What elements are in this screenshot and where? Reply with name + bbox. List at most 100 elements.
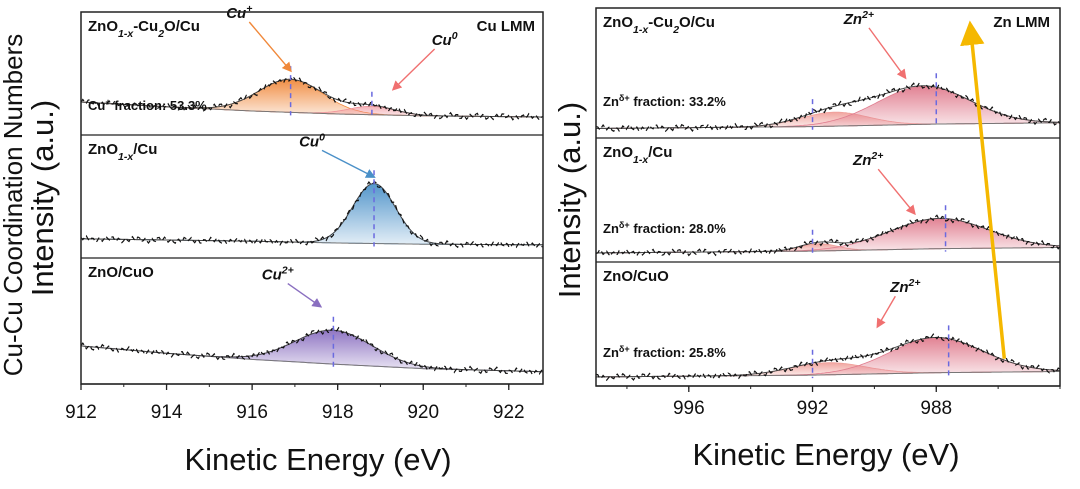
fit-envelope-line: [81, 182, 543, 246]
x-tick-label: 916: [236, 402, 268, 423]
trend-arrow: [960, 20, 1007, 359]
plot-frame: [595, 7, 1061, 387]
peak-label-arrow: [876, 295, 896, 329]
left-secondary-ylabel: Cu-Cu Coordination Numbers: [0, 34, 28, 376]
text-part: Zn: [889, 279, 908, 296]
panel-zno1-x-cu: Cu0 ZnO1-x/Cu: [80, 131, 544, 259]
text-part: Zn: [603, 345, 619, 360]
x-tick-label: 992: [797, 398, 829, 419]
fraction-label: Cu+ fraction: 53.3%: [88, 97, 207, 113]
right-xlabel: Kinetic Energy (eV): [692, 437, 959, 472]
measured-data-line: [595, 82, 1061, 133]
x-tick-label: 922: [493, 402, 525, 423]
text-part: fraction: 28.0%: [630, 221, 727, 236]
text-part: 0: [319, 131, 325, 143]
left-xlabel: Kinetic Energy (eV): [184, 442, 451, 477]
text-part: ZnO/CuO: [88, 264, 154, 281]
text-part: 2+: [908, 277, 921, 289]
text-part: ZnO: [88, 141, 118, 158]
text-part: /Cu: [648, 144, 672, 161]
peak-label-arrow: [287, 282, 323, 308]
text-part: 2+: [870, 150, 883, 162]
panel-title: ZnO1-x-Cu2O/Cu: [88, 18, 200, 40]
peak-label-arrow: [391, 48, 436, 91]
text-part: 2: [672, 24, 679, 36]
peak-label-zn2: Zn2+: [843, 9, 874, 28]
measured-data-line: [595, 214, 1061, 257]
region-label: Zn LMM: [993, 14, 1050, 31]
peak-label-cu2: Cu2+: [262, 265, 294, 284]
peak-fill-cu2: [80, 329, 543, 373]
text-part: 0: [452, 30, 458, 42]
text-part: O/Cu: [164, 18, 200, 35]
fraction-label: Znδ+ fraction: 33.2%: [603, 93, 726, 109]
text-part: +: [105, 97, 110, 107]
text-part: Zn: [603, 94, 619, 109]
text-part: δ+: [619, 344, 630, 354]
panel-title: ZnO1-x/Cu: [603, 144, 672, 166]
measured-data-line: [80, 180, 544, 249]
panel-title: ZnO/CuO: [603, 268, 669, 285]
measured-data-line: [80, 326, 544, 376]
peak-label-arrow: [868, 27, 907, 80]
left-ylabel: Intensity (a.u.): [25, 100, 60, 296]
text-part: 2+: [861, 9, 874, 21]
peak-label-arrow: [248, 21, 292, 73]
text-part: 1-x: [118, 151, 134, 163]
fraction-label: Znδ+ fraction: 25.8%: [603, 344, 726, 360]
x-tick-label: 918: [322, 402, 354, 423]
text-part: 2+: [281, 265, 294, 277]
peak-label-cu0: Cu0: [432, 30, 458, 49]
panel-title: ZnO1-x/Cu: [88, 141, 157, 163]
x-tick-label: 996: [673, 398, 705, 419]
text-part: Cu: [432, 32, 452, 49]
text-part: Cu: [262, 267, 282, 284]
text-part: Cu: [88, 98, 105, 113]
panel-title: ZnO1-x-Cu2O/Cu: [603, 14, 715, 36]
fit-envelope-line: [80, 78, 543, 118]
fraction-label: Znδ+ fraction: 28.0%: [603, 220, 726, 236]
text-part: Cu: [226, 5, 246, 22]
text-part: ZnO: [603, 14, 633, 31]
peak-label-cu: Cu+: [226, 3, 252, 22]
peak-label-zn2: Zn2+: [852, 150, 883, 169]
x-tick-label: 988: [920, 398, 952, 419]
x-tick-label: 912: [65, 402, 97, 423]
text-part: 2: [157, 28, 164, 40]
x-tick-label: 920: [407, 402, 439, 423]
peak-label-zn2: Zn2+: [889, 277, 920, 296]
text-part: 1-x: [633, 24, 649, 36]
text-part: ZnO/CuO: [603, 268, 669, 285]
text-part: /Cu: [133, 141, 157, 158]
peak-label-cu0: Cu0: [299, 131, 325, 150]
fit-envelope-line: [596, 85, 1061, 129]
measured-data-line: [595, 333, 1061, 382]
text-part: Zn: [852, 152, 871, 169]
text-part: δ+: [619, 93, 630, 103]
text-part: δ+: [619, 220, 630, 230]
text-part: Zn: [603, 221, 619, 236]
text-part: ZnO: [88, 18, 118, 35]
text-part: -Cu: [133, 18, 158, 35]
text-part: -Cu: [648, 14, 673, 31]
text-part: +: [246, 3, 252, 15]
text-part: fraction: 53.3%: [111, 98, 208, 113]
measured-data-line: [80, 75, 544, 121]
right-ylabel: Intensity (a.u.): [552, 102, 587, 298]
text-part: O/Cu: [679, 14, 715, 31]
text-part: 1-x: [633, 154, 649, 166]
text-part: Cu: [299, 133, 319, 150]
plot-frame: [80, 11, 544, 385]
panel-title: ZnO/CuO: [88, 264, 154, 281]
fit-envelope-line: [596, 217, 1061, 254]
peak-label-arrow: [877, 168, 916, 216]
text-part: 1-x: [118, 28, 134, 40]
text-part: fraction: 25.8%: [630, 345, 727, 360]
